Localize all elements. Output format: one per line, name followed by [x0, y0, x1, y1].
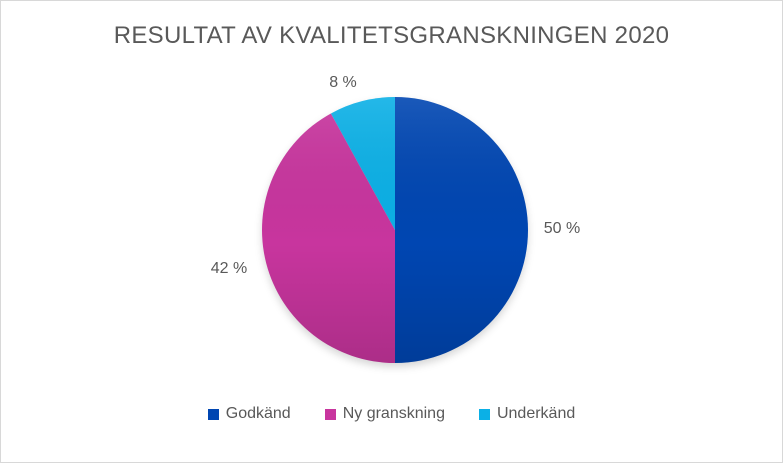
legend-swatch-underkand — [478, 408, 490, 420]
legend-label: Underkänd — [496, 405, 576, 422]
chart-title: RESULTAT AV KVALITETSGRANSKNINGEN 2020 — [113, 22, 670, 49]
legend-label: Godkänd — [225, 405, 291, 422]
data-label-ny-granskning: 42 % — [210, 260, 248, 277]
legend-swatch-godkand — [207, 408, 219, 420]
legend-item-godkand[interactable]: Godkänd — [207, 405, 291, 423]
legend-item-underkand[interactable]: Underkänd — [478, 405, 576, 423]
pie-chart[interactable] — [250, 85, 540, 375]
legend-item-ny-granskning[interactable]: Ny granskning — [324, 405, 445, 423]
legend: Godkänd Ny granskning Underkänd — [1, 405, 782, 423]
pie-slice-godkand[interactable] — [395, 97, 528, 363]
legend-swatch-ny-granskning — [324, 408, 336, 420]
legend-label: Ny granskning — [342, 405, 445, 422]
data-label-underkand: 8 % — [329, 74, 357, 91]
data-label-godkand: 50 % — [543, 220, 581, 237]
